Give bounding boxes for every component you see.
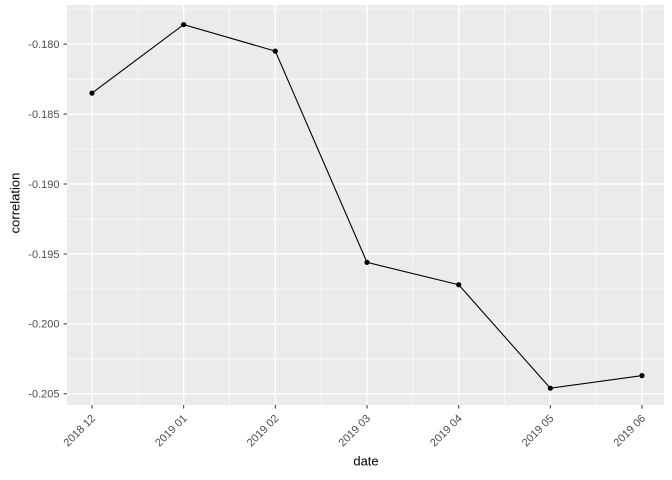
y-axis-tick-label: -0.195	[28, 249, 59, 261]
data-point	[89, 90, 95, 96]
x-axis-tick-label: 2019 01	[153, 413, 190, 450]
y-axis-tick-label: -0.190	[28, 179, 59, 191]
data-point	[547, 385, 553, 391]
data-point	[456, 282, 462, 288]
data-point	[364, 259, 370, 265]
x-axis-tick-label: 2018 12	[62, 413, 99, 450]
x-axis-tick-label: 2019 02	[245, 413, 282, 450]
y-axis-tick-label: -0.205	[28, 389, 59, 401]
data-point	[639, 373, 645, 379]
y-axis-tick-label: -0.185	[28, 109, 59, 121]
x-axis-title: date	[353, 453, 379, 469]
x-axis-tick-label: 2019 03	[337, 413, 374, 450]
x-axis-tick-label: 2019 05	[520, 413, 557, 450]
x-axis-tick-label: 2019 04	[428, 413, 465, 450]
plot-panel-background	[67, 5, 664, 405]
data-point	[181, 21, 187, 28]
y-axis-tick-label: -0.180	[28, 39, 59, 51]
x-axis-tick-label: 2019 06	[612, 413, 649, 450]
y-axis-tick-label: -0.200	[28, 319, 59, 331]
y-axis-title: correlation	[7, 172, 23, 234]
data-point	[272, 48, 278, 54]
